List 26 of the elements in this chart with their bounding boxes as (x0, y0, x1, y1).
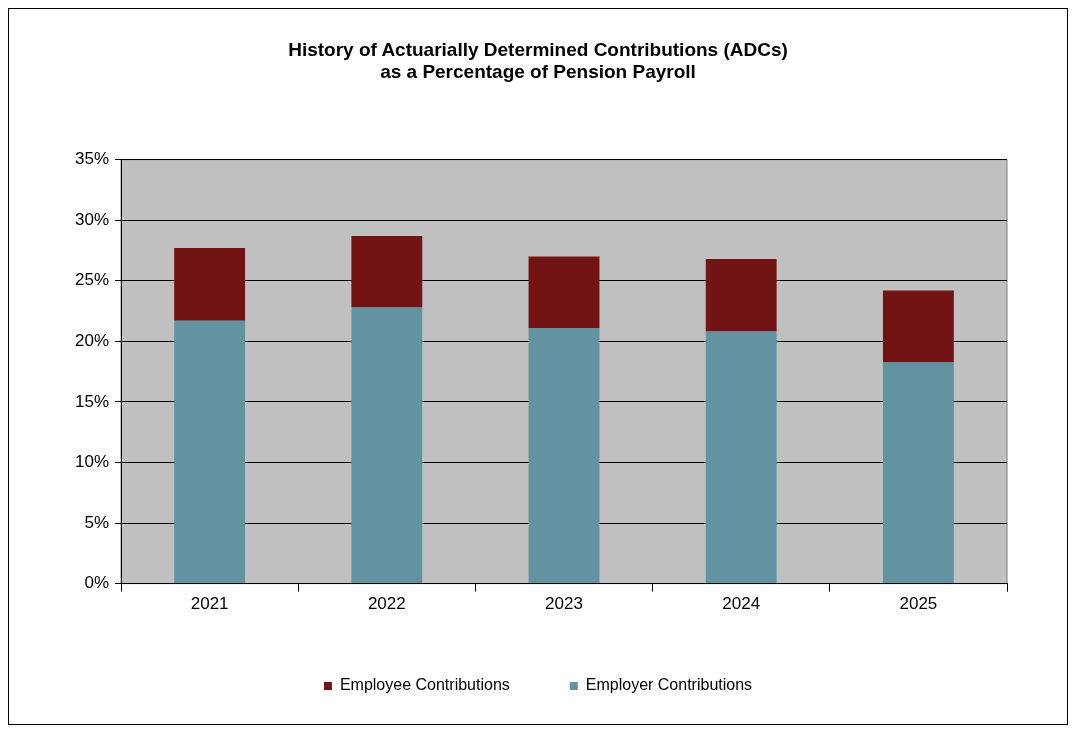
bar (174, 320, 246, 584)
bar (705, 331, 777, 584)
y-tick-label: 0% (84, 573, 110, 593)
y-tick-label: 10% (74, 452, 110, 472)
y-tick-label: 35% (74, 149, 110, 169)
bar (705, 258, 777, 332)
bar (528, 256, 600, 328)
bar (351, 235, 423, 308)
bar (174, 248, 246, 321)
bar (882, 290, 954, 362)
bar (351, 307, 423, 584)
x-tick-label: 2023 (545, 594, 583, 614)
y-tick-label: 20% (74, 331, 110, 350)
y-tick-label: 30% (74, 209, 110, 229)
y-tick-label: 15% (74, 391, 110, 411)
legend-label: Employee Contributions (339, 676, 510, 694)
bar (528, 327, 600, 584)
x-tick-label: 2025 (899, 594, 938, 614)
x-tick-label: 2024 (722, 594, 761, 614)
x-tick-label: 2021 (190, 594, 229, 614)
chart-title: History of Actuarially Determined Contributions (ADCs) as a Percentage of Pension Payroll (288, 38, 788, 83)
y-tick-label: 25% (74, 270, 110, 290)
x-tick-label: 2022 (367, 594, 406, 614)
legend-label: Employer Contributions (585, 676, 753, 694)
bar (882, 361, 954, 584)
y-tick-label: 5% (84, 512, 110, 532)
